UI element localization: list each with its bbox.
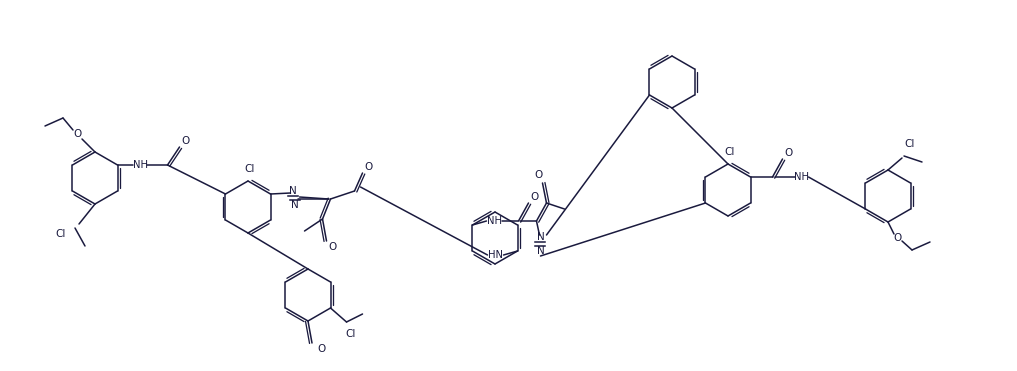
Text: O: O xyxy=(784,148,792,158)
Text: NH: NH xyxy=(133,160,148,170)
Text: O: O xyxy=(181,136,189,146)
Text: NH: NH xyxy=(794,172,809,182)
Text: HN: HN xyxy=(488,250,503,260)
Text: O: O xyxy=(73,129,81,139)
Text: Cl: Cl xyxy=(905,139,915,149)
Text: O: O xyxy=(894,233,902,243)
Text: NH: NH xyxy=(487,216,502,226)
Text: Cl: Cl xyxy=(245,164,255,174)
Text: N: N xyxy=(537,232,544,242)
Text: N: N xyxy=(537,246,544,256)
Text: O: O xyxy=(328,242,337,252)
Text: O: O xyxy=(534,170,543,180)
Text: O: O xyxy=(318,344,326,354)
Text: Cl: Cl xyxy=(346,329,356,339)
Text: N: N xyxy=(291,200,298,210)
Text: Cl: Cl xyxy=(725,147,735,157)
Text: N: N xyxy=(289,186,296,196)
Text: O: O xyxy=(364,162,372,172)
Text: Cl: Cl xyxy=(56,229,66,239)
Text: O: O xyxy=(530,192,539,202)
